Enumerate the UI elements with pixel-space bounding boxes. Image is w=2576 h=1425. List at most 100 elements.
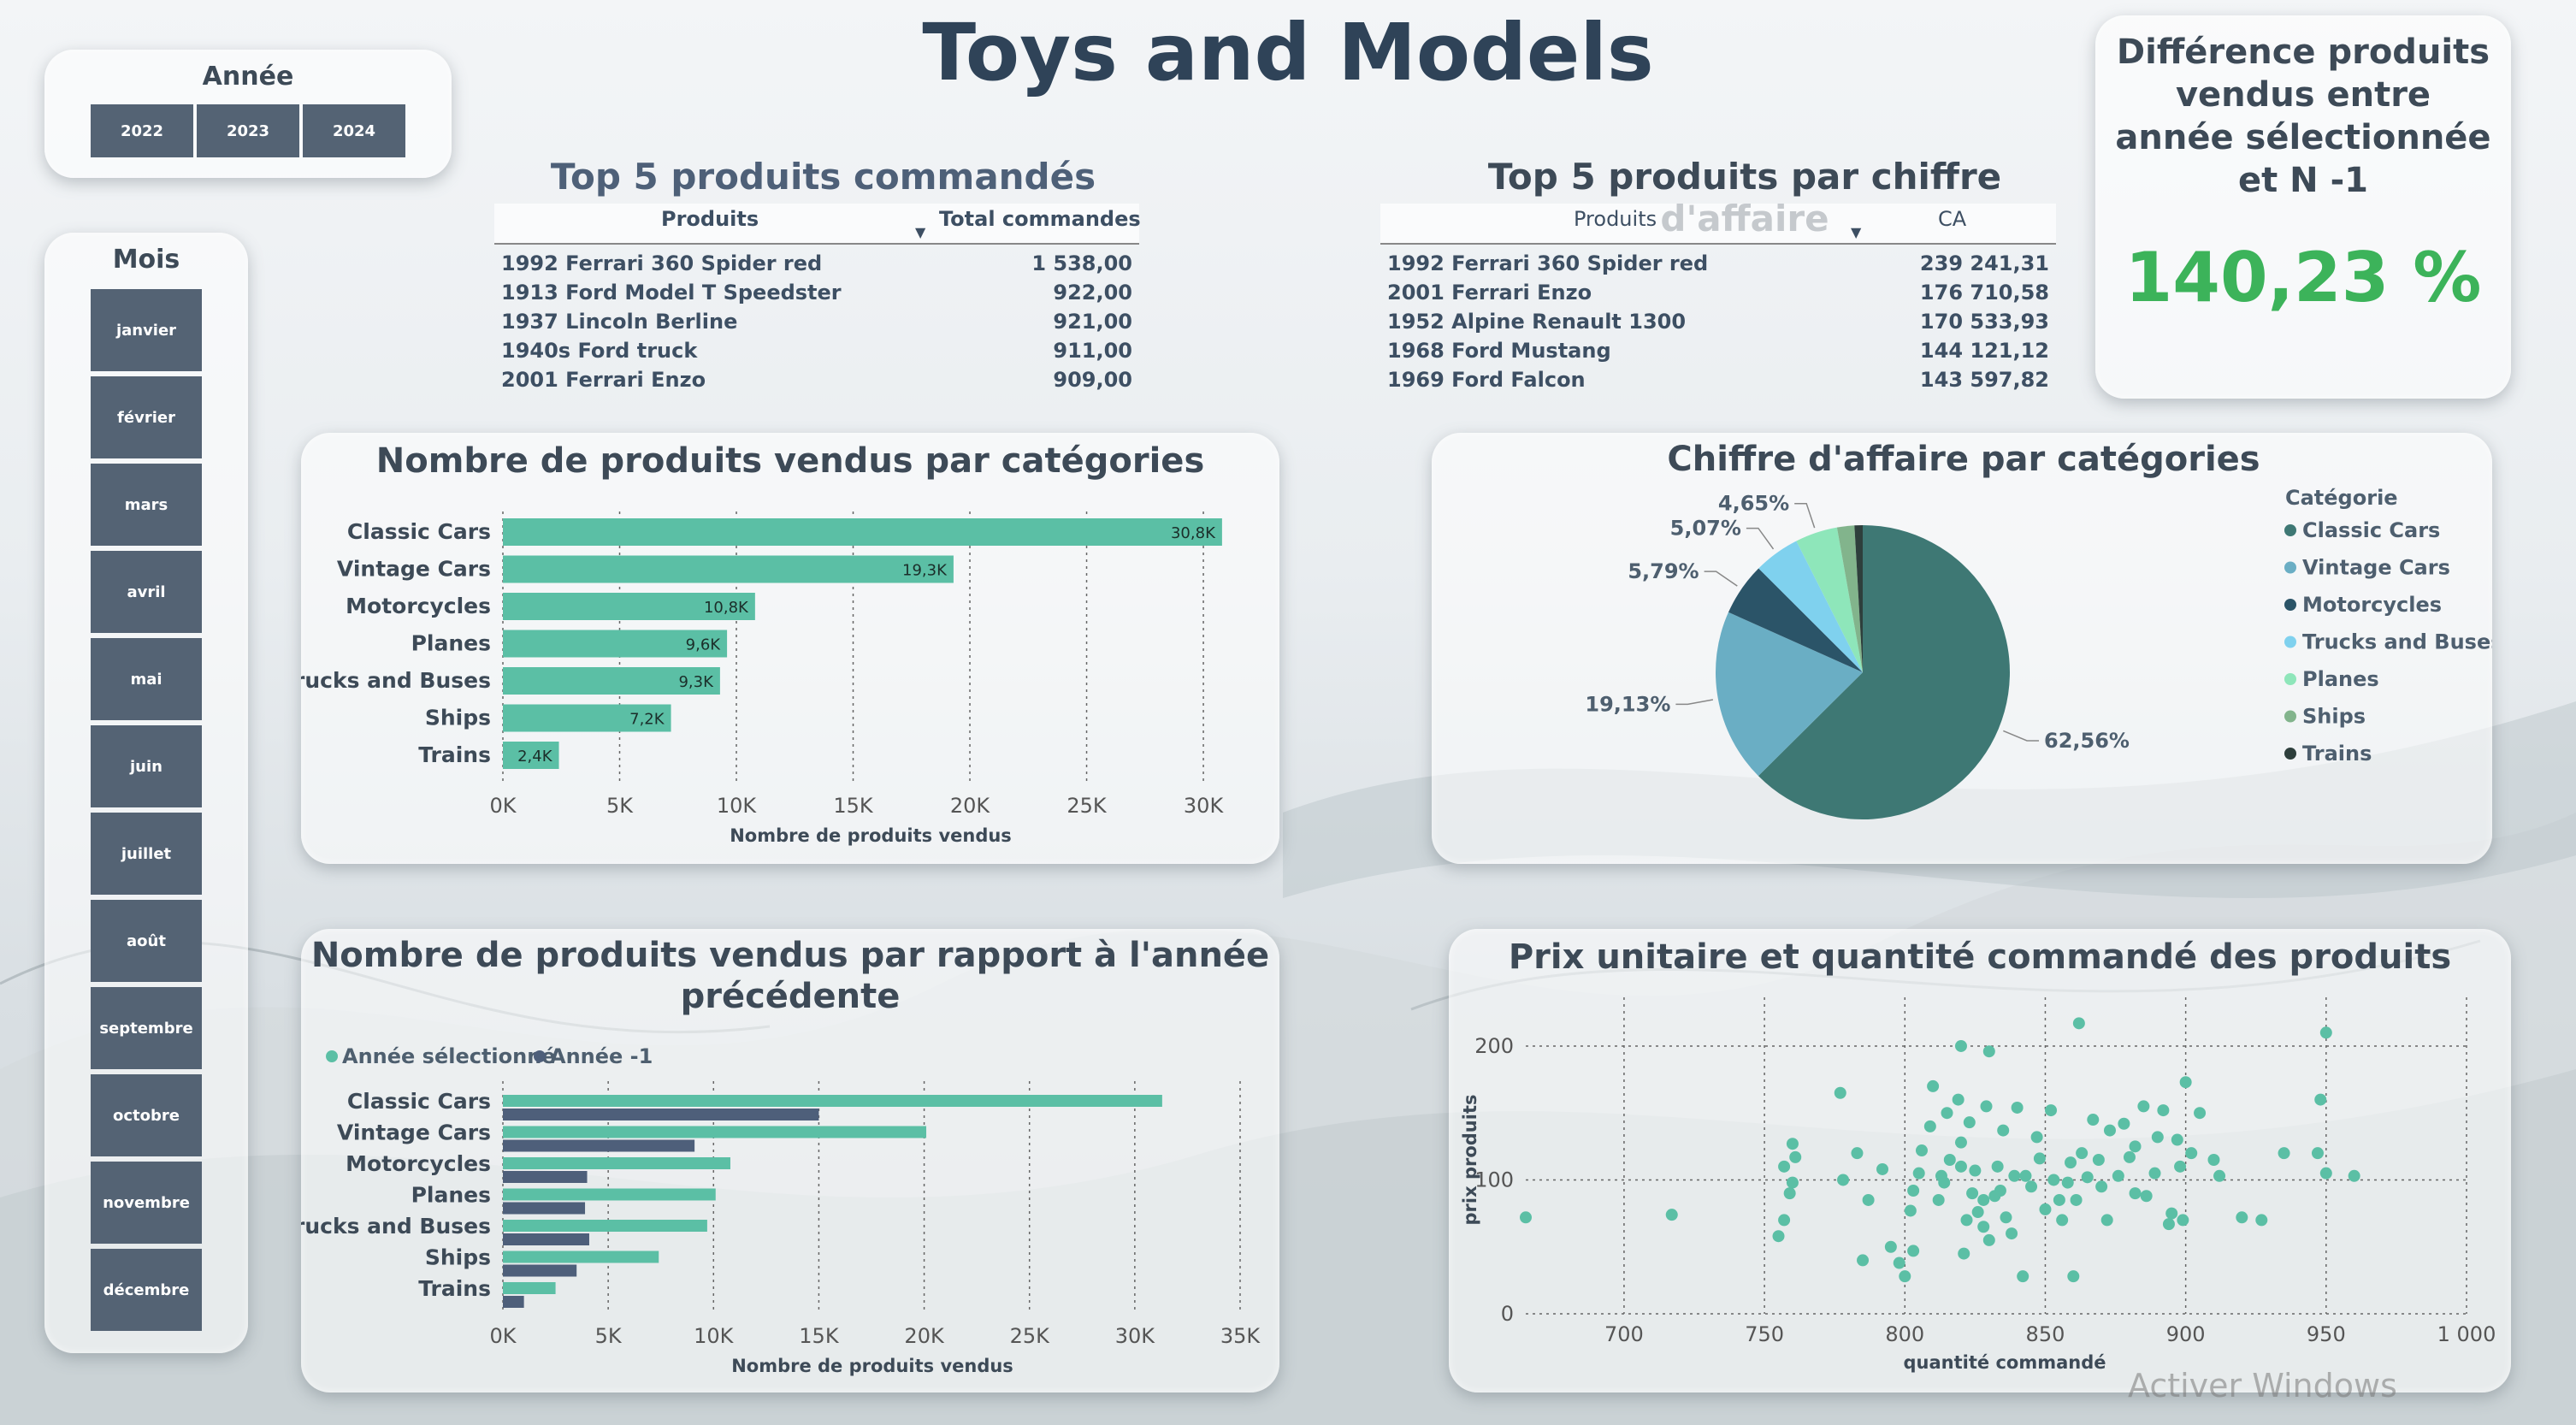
scatter-point[interactable] bbox=[1994, 1185, 2006, 1197]
pie-slice[interactable] bbox=[1796, 527, 1863, 672]
scatter-point[interactable] bbox=[1935, 1169, 1947, 1182]
scatter-point[interactable] bbox=[1958, 1247, 1970, 1260]
scatter-point[interactable] bbox=[1915, 1144, 1928, 1157]
bar[interactable] bbox=[503, 1126, 927, 1138]
scatter-point[interactable] bbox=[2348, 1169, 2360, 1182]
scatter-point[interactable] bbox=[1923, 1120, 1936, 1132]
bar[interactable] bbox=[503, 1202, 586, 1215]
scatter-point[interactable] bbox=[1963, 1116, 1976, 1129]
scatter-point[interactable] bbox=[1857, 1254, 1870, 1267]
scatter-point[interactable] bbox=[1899, 1270, 1911, 1283]
scatter-point[interactable] bbox=[1907, 1185, 1920, 1197]
scatter-point[interactable] bbox=[1941, 1107, 1953, 1120]
bar[interactable] bbox=[503, 555, 954, 583]
scatter-point[interactable] bbox=[2000, 1211, 2012, 1224]
scatter-point[interactable] bbox=[1977, 1221, 1990, 1233]
month-option-0[interactable]: janvier bbox=[91, 289, 202, 371]
pie-slice[interactable] bbox=[1728, 568, 1863, 672]
bar[interactable] bbox=[503, 630, 728, 658]
bar[interactable] bbox=[503, 1220, 707, 1232]
scatter-point[interactable] bbox=[1977, 1193, 1990, 1206]
table-row[interactable]: 1952 Alpine Renault 1300 170 533,93 bbox=[1380, 308, 2056, 337]
scatter-point[interactable] bbox=[2061, 1176, 2074, 1189]
year-option-2024[interactable]: 2024 bbox=[303, 104, 405, 157]
scatter-point[interactable] bbox=[2165, 1207, 2178, 1220]
scatter-point[interactable] bbox=[2070, 1193, 2083, 1206]
scatter-point[interactable] bbox=[1991, 1160, 2004, 1173]
scatter-point[interactable] bbox=[2177, 1214, 2189, 1227]
sort-arrow-icon[interactable]: ▼ bbox=[1851, 224, 1862, 240]
scatter-point[interactable] bbox=[2053, 1193, 2065, 1206]
scatter-point[interactable] bbox=[2179, 1076, 2192, 1089]
scatter-point[interactable] bbox=[2278, 1147, 2290, 1160]
bar[interactable] bbox=[503, 1251, 659, 1263]
scatter-point[interactable] bbox=[1927, 1079, 1940, 1092]
column-header-products[interactable]: Produits bbox=[1574, 207, 1657, 231]
scatter-point[interactable] bbox=[2087, 1114, 2100, 1126]
scatter-point[interactable] bbox=[2255, 1214, 2268, 1227]
month-option-11[interactable]: décembre bbox=[91, 1249, 202, 1331]
table-row[interactable]: 1992 Ferrari 360 Spider red 1 538,00 bbox=[494, 250, 1139, 279]
year-option-2022[interactable]: 2022 bbox=[91, 104, 193, 157]
scatter-point[interactable] bbox=[2095, 1180, 2108, 1193]
scatter-point[interactable] bbox=[2129, 1140, 2142, 1153]
month-option-7[interactable]: août bbox=[91, 900, 202, 982]
scatter-point[interactable] bbox=[1834, 1086, 1846, 1099]
scatter-point[interactable] bbox=[1952, 1093, 1964, 1106]
scatter-point[interactable] bbox=[1778, 1160, 1791, 1173]
scatter-point[interactable] bbox=[1982, 1233, 1995, 1246]
scatter-point[interactable] bbox=[2148, 1167, 2161, 1180]
sort-arrow-icon[interactable]: ▼ bbox=[915, 224, 926, 240]
column-header-ca[interactable]: CA bbox=[1938, 207, 1967, 231]
month-option-5[interactable]: juin bbox=[91, 725, 202, 807]
scatter-point[interactable] bbox=[2194, 1107, 2207, 1120]
scatter-point[interactable] bbox=[2311, 1147, 2324, 1160]
bar[interactable] bbox=[503, 1157, 730, 1169]
bar[interactable] bbox=[503, 1188, 716, 1201]
scatter-point[interactable] bbox=[1786, 1138, 1799, 1150]
scatter-point[interactable] bbox=[1876, 1162, 1889, 1175]
scatter-point[interactable] bbox=[1786, 1176, 1799, 1189]
table-row[interactable]: 1992 Ferrari 360 Spider red 239 241,31 bbox=[1380, 250, 2056, 279]
scatter-point[interactable] bbox=[1980, 1100, 1993, 1113]
scatter-point[interactable] bbox=[2174, 1160, 2187, 1173]
scatter-point[interactable] bbox=[1783, 1187, 1796, 1200]
scatter-point[interactable] bbox=[2162, 1218, 2175, 1231]
scatter-point[interactable] bbox=[2033, 1152, 2046, 1165]
scatter-point[interactable] bbox=[2129, 1187, 2142, 1200]
scatter-point[interactable] bbox=[1954, 1039, 1967, 1052]
bar[interactable] bbox=[503, 1171, 588, 1183]
scatter-point[interactable] bbox=[2019, 1169, 2032, 1182]
month-option-1[interactable]: février bbox=[91, 376, 202, 458]
scatter-point[interactable] bbox=[2185, 1147, 2198, 1160]
scatter-point[interactable] bbox=[2103, 1124, 2116, 1137]
scatter-point[interactable] bbox=[1778, 1214, 1791, 1227]
bar[interactable] bbox=[503, 1095, 1162, 1107]
scatter-point[interactable] bbox=[2008, 1169, 2021, 1182]
scatter-point[interactable] bbox=[2030, 1131, 2043, 1144]
scatter-point[interactable] bbox=[2207, 1154, 2220, 1166]
scatter-point[interactable] bbox=[1665, 1209, 1678, 1221]
scatter-point[interactable] bbox=[1907, 1245, 1920, 1257]
table-row[interactable]: 1969 Ford Falcon 143 597,82 bbox=[1380, 366, 2056, 395]
scatter-point[interactable] bbox=[1789, 1150, 1802, 1163]
month-option-2[interactable]: mars bbox=[91, 464, 202, 546]
year-option-2023[interactable]: 2023 bbox=[197, 104, 299, 157]
table-row[interactable]: 1940s Ford truck 911,00 bbox=[494, 337, 1139, 366]
month-option-3[interactable]: avril bbox=[91, 551, 202, 633]
month-option-8[interactable]: septembre bbox=[91, 987, 202, 1069]
pie-slice[interactable] bbox=[1758, 525, 2010, 819]
bar[interactable] bbox=[503, 704, 671, 732]
pie-slice[interactable] bbox=[1836, 525, 1863, 672]
scatter-point[interactable] bbox=[2045, 1104, 2058, 1117]
column-header-products[interactable]: Produits bbox=[661, 207, 759, 231]
scatter-point[interactable] bbox=[2118, 1117, 2130, 1130]
scatter-point[interactable] bbox=[2137, 1100, 2150, 1113]
scatter-point[interactable] bbox=[1904, 1204, 1917, 1217]
bar[interactable] bbox=[503, 667, 720, 695]
bar[interactable] bbox=[503, 1282, 556, 1294]
scatter-point[interactable] bbox=[1997, 1124, 2010, 1137]
scatter-point[interactable] bbox=[2092, 1154, 2105, 1166]
scatter-point[interactable] bbox=[2319, 1167, 2332, 1180]
bar[interactable] bbox=[503, 593, 755, 620]
